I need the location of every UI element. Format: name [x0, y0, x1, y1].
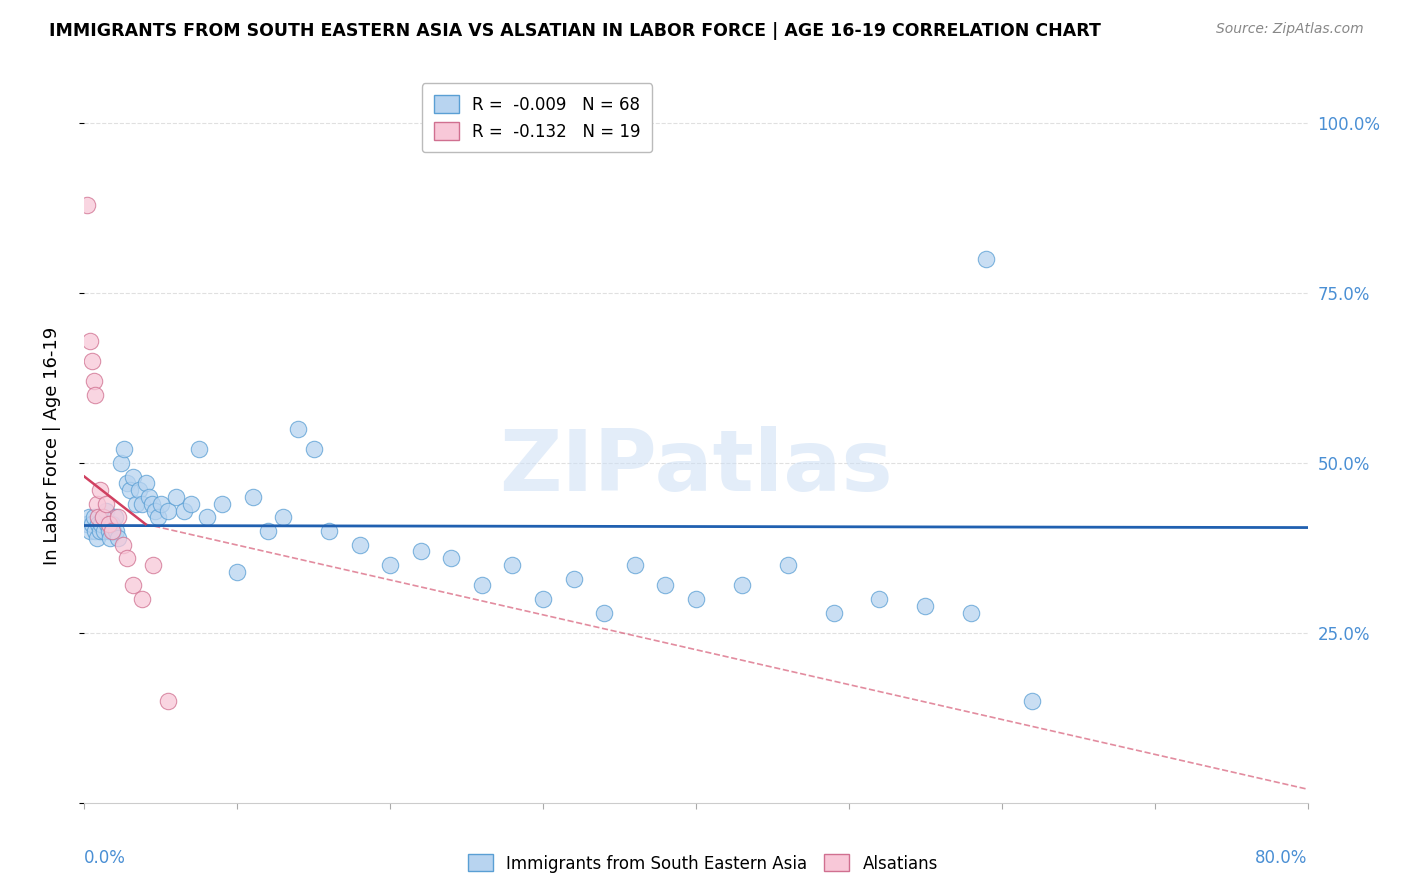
Point: [624, 558, 647, 572]
Text: IMMIGRANTS FROM SOUTH EASTERN ASIA VS ALSATIAN IN LABOR FORCE | AGE 16-19 CORREL: IMMIGRANTS FROM SOUTH EASTERN ASIA VS AL…: [49, 22, 1101, 40]
Point: [79, 524, 101, 538]
Point: [87, 517, 110, 532]
Point: [97, 517, 120, 532]
Point: [115, 476, 138, 491]
Point: [86, 497, 108, 511]
Point: [685, 591, 707, 606]
Point: [165, 490, 187, 504]
Point: [86, 531, 108, 545]
Point: [84, 388, 107, 402]
Point: [138, 490, 160, 504]
Point: [135, 476, 157, 491]
Point: [76, 198, 98, 212]
Point: [143, 503, 166, 517]
Point: [823, 606, 845, 620]
Point: [271, 510, 294, 524]
Point: [180, 497, 202, 511]
Point: [94, 503, 117, 517]
Point: [90, 517, 112, 532]
Point: [142, 558, 165, 572]
Text: Source: ZipAtlas.com: Source: ZipAtlas.com: [1216, 22, 1364, 37]
Point: [531, 591, 554, 606]
Point: [242, 490, 264, 504]
Point: [96, 517, 118, 532]
Point: [110, 456, 132, 470]
Y-axis label: In Labor Force | Age 16-19: In Labor Force | Age 16-19: [42, 326, 60, 566]
Point: [157, 503, 180, 517]
Point: [87, 510, 110, 524]
Text: ZIPatlas: ZIPatlas: [499, 425, 893, 509]
Point: [157, 694, 180, 708]
Point: [77, 510, 100, 524]
Point: [211, 497, 233, 511]
Point: [91, 510, 114, 524]
Point: [302, 442, 325, 457]
Point: [94, 497, 117, 511]
Point: [1021, 694, 1043, 708]
Point: [83, 375, 105, 389]
Point: [97, 524, 120, 538]
Point: [141, 497, 163, 511]
Point: [146, 510, 169, 524]
Point: [101, 517, 124, 532]
Point: [562, 572, 585, 586]
Text: 80.0%: 80.0%: [1256, 849, 1308, 867]
Point: [287, 422, 309, 436]
Point: [98, 531, 121, 545]
Point: [125, 497, 148, 511]
Point: [104, 510, 127, 524]
Point: [107, 510, 129, 524]
Point: [195, 510, 218, 524]
Point: [115, 551, 138, 566]
Point: [654, 578, 676, 592]
Point: [101, 524, 124, 538]
Point: [173, 503, 195, 517]
Point: [731, 578, 754, 592]
Point: [593, 606, 616, 620]
Point: [914, 599, 936, 613]
Legend: Immigrants from South Eastern Asia, Alsatians: Immigrants from South Eastern Asia, Alsa…: [461, 847, 945, 880]
Point: [84, 524, 107, 538]
Point: [131, 497, 153, 511]
Point: [380, 558, 402, 572]
Point: [976, 252, 998, 266]
Point: [226, 565, 249, 579]
Point: [107, 531, 129, 545]
Point: [471, 578, 494, 592]
Legend: R =  -0.009   N = 68, R =  -0.132   N = 19: R = -0.009 N = 68, R = -0.132 N = 19: [422, 83, 652, 153]
Point: [112, 442, 135, 457]
Point: [409, 544, 432, 558]
Point: [440, 551, 463, 566]
Point: [91, 510, 114, 524]
Point: [89, 483, 111, 498]
Point: [349, 537, 371, 551]
Point: [149, 497, 172, 511]
Point: [111, 537, 134, 551]
Point: [776, 558, 799, 572]
Point: [131, 591, 153, 606]
Point: [79, 334, 101, 348]
Point: [80, 517, 103, 532]
Point: [105, 524, 128, 538]
Point: [869, 591, 891, 606]
Point: [93, 524, 115, 538]
Point: [80, 354, 103, 368]
Point: [89, 524, 111, 538]
Point: [188, 442, 211, 457]
Point: [318, 524, 340, 538]
Point: [122, 469, 145, 483]
Point: [502, 558, 524, 572]
Point: [76, 517, 98, 532]
Point: [128, 483, 150, 498]
Point: [83, 510, 105, 524]
Point: [257, 524, 280, 538]
Point: [103, 524, 125, 538]
Point: [960, 606, 983, 620]
Point: [122, 578, 145, 592]
Text: 0.0%: 0.0%: [84, 849, 127, 867]
Point: [120, 483, 142, 498]
